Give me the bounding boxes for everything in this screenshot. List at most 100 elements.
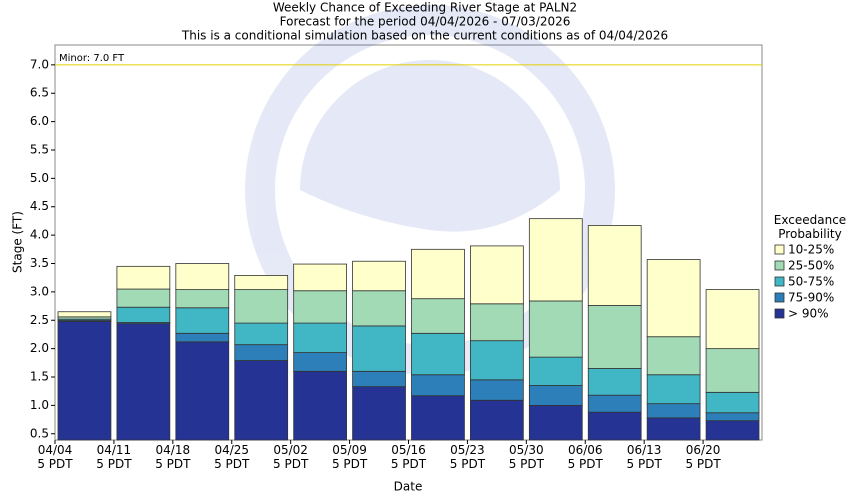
bar-segment xyxy=(352,386,406,441)
bar-segment xyxy=(705,289,760,350)
bar-segment xyxy=(175,341,230,441)
x-tick-label: 05/09 5 PDT xyxy=(332,443,368,471)
legend-swatch xyxy=(774,308,785,319)
y-tick-label: 6.0 xyxy=(30,114,49,128)
y-tick-label: 5.5 xyxy=(30,142,49,156)
x-tick-label: 05/02 5 PDT xyxy=(273,443,309,471)
bar-segment xyxy=(587,305,642,369)
bar-segment xyxy=(411,332,465,376)
y-tick-label: 4.0 xyxy=(30,228,49,242)
bar-segment xyxy=(646,374,701,405)
x-tick-label: 05/16 5 PDT xyxy=(391,443,427,471)
legend-label: 25-50% xyxy=(788,259,834,273)
bar-segment xyxy=(528,385,583,406)
bar-segment xyxy=(293,263,347,292)
bar-segment xyxy=(705,420,760,441)
bar-segment xyxy=(705,348,760,393)
bar-segment xyxy=(587,368,642,396)
x-tick-label: 05/30 5 PDT xyxy=(509,443,545,471)
bar-segment xyxy=(175,332,230,343)
bar-segment xyxy=(470,379,524,401)
chart-subtitle: This is a conditional simulation based o… xyxy=(181,29,668,43)
flood-label: Minor: 7.0 FT xyxy=(59,53,125,64)
bar-segment xyxy=(528,218,583,302)
bar-segment xyxy=(470,340,524,381)
y-tick-label: 1.5 xyxy=(30,370,49,384)
legend-swatch xyxy=(774,244,785,255)
x-tick-label: 06/13 5 PDT xyxy=(627,443,663,471)
y-tick-label: 2.5 xyxy=(30,313,49,327)
chart-subtitle: Forecast for the period 04/04/2026 - 07/… xyxy=(280,15,571,29)
x-tick-label: 06/20 5 PDT xyxy=(685,443,721,471)
x-tick-label: 04/04 5 PDT xyxy=(37,443,73,471)
y-tick-label: 3.5 xyxy=(30,256,49,270)
legend-title: Exceedance Probability xyxy=(774,213,846,241)
x-tick-label: 06/06 5 PDT xyxy=(568,443,604,471)
bar-segment xyxy=(587,411,642,441)
x-axis-label: Date xyxy=(394,480,423,494)
bar-segment xyxy=(411,395,465,441)
bar-segment xyxy=(57,311,112,318)
x-tick-label: 05/23 5 PDT xyxy=(450,443,486,471)
y-tick-label: 0.5 xyxy=(30,426,49,440)
bar-segment xyxy=(705,412,760,422)
bar-segment xyxy=(411,374,465,397)
bar-segment xyxy=(411,298,465,334)
legend-label: 10-25% xyxy=(788,243,834,257)
bar-segment xyxy=(470,399,524,441)
bar-segment xyxy=(646,259,701,338)
y-tick-label: 2.0 xyxy=(30,341,49,355)
y-tick-label: 4.5 xyxy=(30,199,49,213)
bar-segment xyxy=(116,265,171,290)
x-tick-label: 04/18 5 PDT xyxy=(155,443,191,471)
y-tick-label: 7.0 xyxy=(30,57,49,71)
bar-segment xyxy=(234,360,289,441)
bar-segment xyxy=(234,344,289,361)
bar-segment xyxy=(293,290,347,324)
bar-segment xyxy=(175,263,230,291)
legend-swatch xyxy=(774,292,785,303)
legend-swatch xyxy=(774,276,785,287)
bar-segment xyxy=(528,300,583,358)
bar-segment xyxy=(470,303,524,342)
y-tick-label: 6.5 xyxy=(30,86,49,100)
bar-segment xyxy=(116,306,171,323)
bar-segment xyxy=(352,370,406,388)
bar-segment xyxy=(234,275,289,291)
bar-segment xyxy=(116,323,171,441)
bar-segment xyxy=(646,403,701,419)
legend-label: 50-75% xyxy=(788,275,834,289)
bar-segment xyxy=(528,404,583,441)
bar-segment xyxy=(293,352,347,372)
legend-swatch xyxy=(774,260,785,271)
y-axis-label: Stage (FT) xyxy=(11,211,25,273)
bar-segment xyxy=(116,288,171,308)
plot-area xyxy=(54,44,763,441)
bar-segment xyxy=(175,289,230,309)
bar-segment xyxy=(587,225,642,306)
bar-segment xyxy=(528,356,583,386)
y-tick-label: 3.0 xyxy=(30,284,49,298)
bar-segment xyxy=(470,245,524,305)
legend-label: > 90% xyxy=(788,307,829,321)
bar-segment xyxy=(646,336,701,376)
x-tick-label: 04/11 5 PDT xyxy=(96,443,132,471)
legend-label: 75-90% xyxy=(788,291,834,305)
x-tick-label: 04/25 5 PDT xyxy=(214,443,250,471)
bar-segment xyxy=(293,322,347,354)
bar-segment xyxy=(352,260,406,292)
y-tick-label: 5.0 xyxy=(30,171,49,185)
bar-segment xyxy=(175,307,230,334)
bar-segment xyxy=(587,394,642,413)
bar-segment xyxy=(646,417,701,441)
bar-segment xyxy=(293,370,347,441)
bar-segment xyxy=(705,391,760,414)
y-tick-label: 1.0 xyxy=(30,398,49,412)
bar-segment xyxy=(411,248,465,300)
bar-segment xyxy=(352,325,406,372)
bar-segment xyxy=(234,322,289,346)
bar-segment xyxy=(352,290,406,327)
bar-segment xyxy=(234,289,289,324)
bar-segment xyxy=(57,320,112,441)
